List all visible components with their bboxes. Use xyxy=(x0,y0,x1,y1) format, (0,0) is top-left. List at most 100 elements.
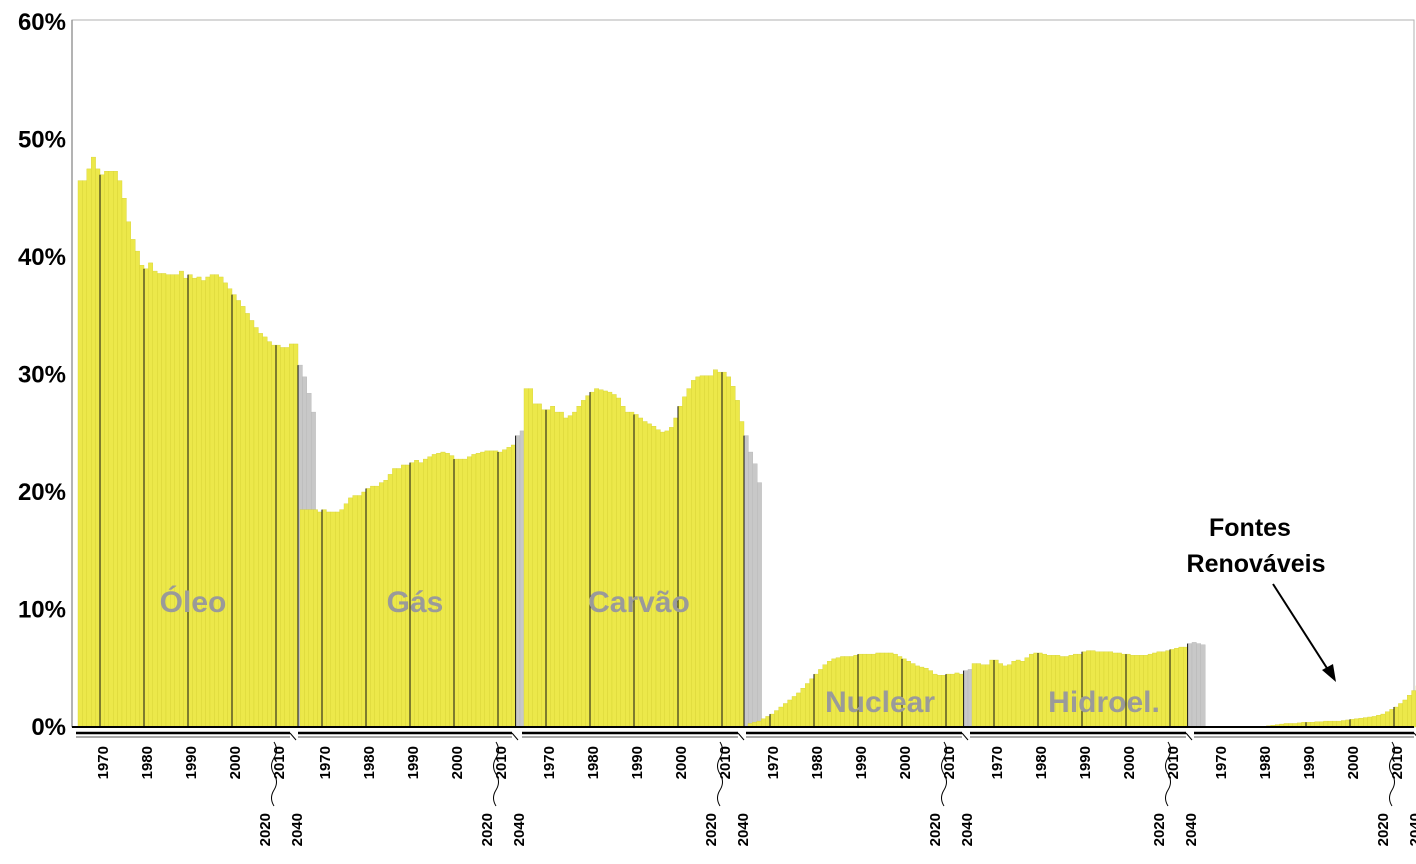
x-tick-label: 2020 xyxy=(927,813,944,846)
bar xyxy=(778,706,784,728)
bar xyxy=(976,663,982,728)
bar xyxy=(139,265,145,728)
bar xyxy=(218,276,224,728)
bar xyxy=(475,453,481,728)
bar xyxy=(800,688,806,728)
projection-bar xyxy=(748,451,754,728)
y-tick-label: 20% xyxy=(18,479,66,506)
axis-break-icon xyxy=(271,741,277,807)
x-tick-label: 2040 xyxy=(1183,813,1200,846)
bar xyxy=(625,411,630,728)
bar xyxy=(214,274,219,728)
bar xyxy=(730,386,736,728)
bar xyxy=(682,396,688,728)
bar xyxy=(313,509,318,728)
projection-bar xyxy=(743,435,749,728)
bar xyxy=(335,511,340,728)
bar xyxy=(90,156,96,728)
projection-bar xyxy=(757,482,762,728)
bar xyxy=(941,675,947,728)
bar xyxy=(200,280,206,728)
bar xyxy=(594,388,600,728)
bar xyxy=(317,511,323,728)
bar xyxy=(761,718,766,728)
x-tick-label: 1970 xyxy=(95,746,112,779)
bar xyxy=(196,276,202,728)
bar xyxy=(284,347,290,728)
bar xyxy=(620,406,626,728)
bar xyxy=(352,495,358,728)
bar xyxy=(205,276,211,728)
bar xyxy=(950,673,956,728)
bar xyxy=(222,282,228,728)
bar xyxy=(289,343,294,728)
series-label: Carvão xyxy=(588,586,690,619)
x-tick-label: 1970 xyxy=(541,746,558,779)
x-tick-label: 1990 xyxy=(853,746,870,779)
bar xyxy=(1007,664,1012,728)
x-tick-label: 2010 xyxy=(493,746,510,779)
bar xyxy=(629,411,635,728)
bar xyxy=(227,288,233,728)
x-tick-label: 2010 xyxy=(271,746,288,779)
bar xyxy=(1169,649,1175,728)
x-tick-label: 1980 xyxy=(1033,746,1050,779)
y-tick-label: 50% xyxy=(18,127,66,154)
bar xyxy=(699,375,705,728)
bar xyxy=(493,450,499,728)
series--leo xyxy=(77,156,316,728)
x-axis-segment-end xyxy=(511,732,519,741)
bar xyxy=(717,371,723,728)
bar xyxy=(673,417,679,728)
bar xyxy=(1015,659,1021,728)
projection-bar xyxy=(519,430,525,728)
bar xyxy=(1028,653,1034,728)
bar xyxy=(374,485,380,728)
bar xyxy=(576,406,582,728)
bar xyxy=(506,447,512,728)
y-tick-label: 0% xyxy=(31,714,66,741)
bar xyxy=(370,485,375,728)
x-tick-label: 1970 xyxy=(1213,746,1230,779)
bar xyxy=(655,429,661,728)
bar xyxy=(660,431,666,728)
bar xyxy=(532,403,538,728)
bar xyxy=(554,411,560,728)
bar xyxy=(467,456,472,728)
bar xyxy=(1345,719,1351,728)
annotation-text: Renováveis xyxy=(1187,550,1326,578)
x-axis-segment-end xyxy=(1413,732,1416,737)
bar xyxy=(86,168,92,728)
x-tick-label: 2020 xyxy=(1151,813,1168,846)
bar xyxy=(664,430,670,728)
bar xyxy=(721,371,727,728)
projection-bar xyxy=(752,463,758,728)
x-tick-label: 1980 xyxy=(139,746,156,779)
bar xyxy=(99,174,105,728)
bar xyxy=(348,497,353,728)
bar xyxy=(567,415,573,728)
bar xyxy=(156,273,162,728)
bar xyxy=(511,444,516,728)
bar xyxy=(449,455,455,728)
series-label: Gás xyxy=(387,586,444,619)
bar xyxy=(611,394,617,728)
bar xyxy=(638,417,644,728)
bar xyxy=(572,411,578,728)
x-tick-label: 1970 xyxy=(765,746,782,779)
axis-break-icon xyxy=(941,741,947,807)
bar xyxy=(616,397,622,728)
projection-bar xyxy=(1196,643,1202,728)
bar xyxy=(275,344,281,728)
bar xyxy=(82,180,88,728)
bar xyxy=(603,390,608,728)
axis-break-icon xyxy=(717,741,723,807)
x-tick-label: 2000 xyxy=(227,746,244,779)
x-tick-label: 1980 xyxy=(361,746,378,779)
bar xyxy=(280,347,285,728)
bar xyxy=(677,406,683,728)
bar xyxy=(321,509,327,728)
x-tick-label: 2020 xyxy=(257,813,274,846)
bar xyxy=(581,400,586,728)
x-tick-label: 2040 xyxy=(959,813,976,846)
